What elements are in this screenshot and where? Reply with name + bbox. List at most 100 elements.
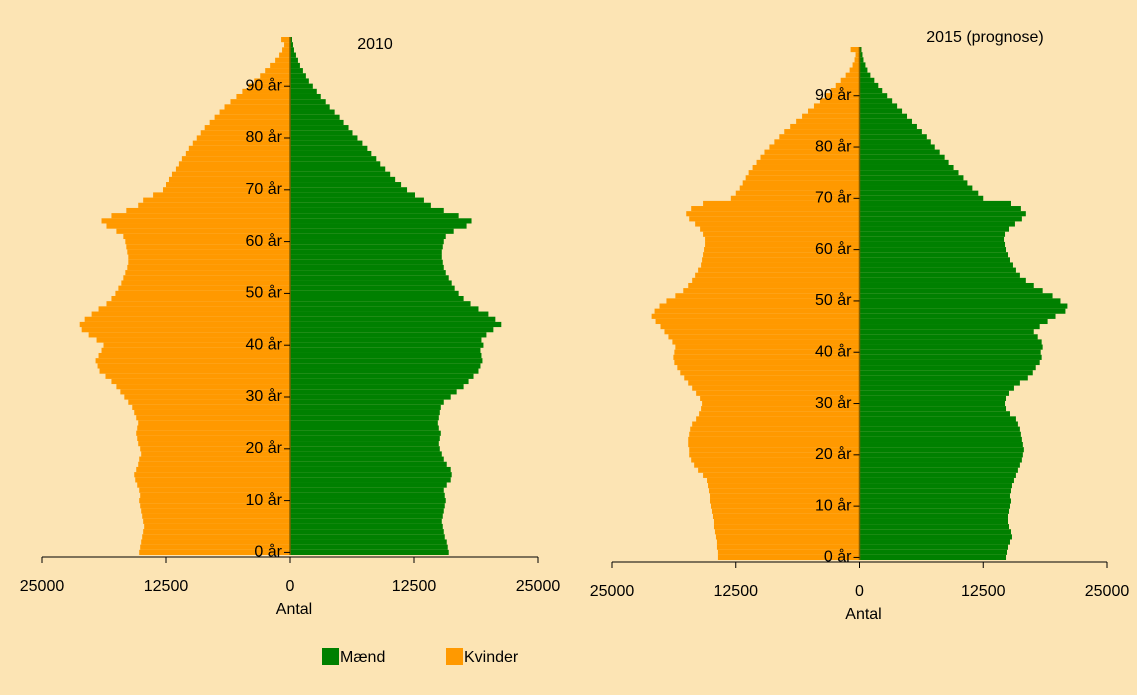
bar xyxy=(138,461,290,467)
bar xyxy=(284,42,290,48)
bar xyxy=(134,409,290,416)
bar xyxy=(674,349,860,355)
bar xyxy=(88,332,291,338)
bar xyxy=(139,498,290,504)
bar xyxy=(290,378,469,385)
bar xyxy=(824,93,860,99)
legend-swatch xyxy=(446,648,463,665)
x-tick-label: 25000 xyxy=(20,578,65,595)
bar xyxy=(118,285,290,291)
bar xyxy=(859,88,883,94)
bar xyxy=(125,270,290,276)
bar xyxy=(859,534,1012,540)
bar xyxy=(79,321,290,328)
bar xyxy=(859,241,1006,248)
bar xyxy=(290,119,344,126)
bar xyxy=(290,228,454,234)
bar xyxy=(214,114,290,120)
bar xyxy=(859,82,879,89)
bar xyxy=(859,329,1034,335)
bar xyxy=(659,303,860,309)
bar xyxy=(859,159,949,165)
bar xyxy=(290,109,335,115)
x-tick-label: 12500 xyxy=(714,583,759,600)
bar xyxy=(701,406,860,412)
bar xyxy=(689,431,860,437)
bar xyxy=(859,267,1016,273)
bar xyxy=(290,523,443,530)
bar xyxy=(674,359,860,366)
bar xyxy=(290,166,386,172)
bar xyxy=(281,37,290,43)
bar xyxy=(859,303,1068,309)
bar xyxy=(859,190,979,196)
y-tick-label: 30 år xyxy=(815,394,852,412)
bar xyxy=(859,108,903,114)
bar xyxy=(125,239,290,245)
bar xyxy=(290,57,298,63)
bar xyxy=(126,207,290,214)
bar xyxy=(859,400,1006,407)
bar xyxy=(859,149,940,155)
bar xyxy=(859,118,912,124)
bar xyxy=(185,150,290,157)
bar xyxy=(859,406,1007,412)
chart-title: 2010 xyxy=(357,36,393,53)
bar xyxy=(688,380,860,386)
bar xyxy=(290,207,444,214)
bar xyxy=(859,370,1033,376)
bar xyxy=(290,244,443,250)
bar xyxy=(290,156,377,162)
bar xyxy=(859,123,917,130)
bar xyxy=(859,262,1013,268)
bar xyxy=(209,119,290,126)
bar xyxy=(242,88,290,94)
bar xyxy=(859,129,922,135)
bar xyxy=(859,447,1024,453)
bar xyxy=(859,442,1023,448)
bar xyxy=(254,78,290,84)
bar xyxy=(689,216,860,222)
bar xyxy=(181,156,290,162)
bar xyxy=(290,213,459,219)
bar xyxy=(135,477,290,483)
bar xyxy=(290,290,459,296)
y-tick-label: 70 år xyxy=(815,189,852,207)
bar xyxy=(137,482,290,488)
bar xyxy=(668,334,860,340)
bar xyxy=(111,378,290,385)
bar xyxy=(141,539,290,545)
bar xyxy=(140,503,290,509)
bar xyxy=(84,316,290,322)
bar xyxy=(698,467,860,473)
bar xyxy=(712,513,860,519)
bar xyxy=(859,503,1010,509)
bar xyxy=(852,62,860,68)
y-tick-label: 60 år xyxy=(246,232,283,250)
x-tick-label: 12500 xyxy=(961,583,1006,600)
bar xyxy=(859,170,959,176)
bar xyxy=(859,462,1020,468)
bar xyxy=(859,457,1022,463)
bar xyxy=(752,164,860,171)
bar xyxy=(153,192,290,198)
bar xyxy=(142,513,290,519)
bar xyxy=(859,180,968,186)
bar xyxy=(290,62,300,69)
bar xyxy=(290,446,440,452)
x-tick-label: 12500 xyxy=(392,578,437,595)
bar xyxy=(859,277,1026,283)
bar xyxy=(784,129,860,135)
bar xyxy=(748,170,860,176)
bar xyxy=(700,226,860,232)
legend-swatch xyxy=(322,648,339,665)
bar xyxy=(290,352,482,359)
bar xyxy=(188,145,290,151)
bar xyxy=(859,544,1008,550)
bar xyxy=(290,451,442,457)
y-tick-label: 20 år xyxy=(815,445,852,463)
bar xyxy=(683,288,860,294)
bar xyxy=(290,435,440,442)
bar xyxy=(859,67,868,73)
